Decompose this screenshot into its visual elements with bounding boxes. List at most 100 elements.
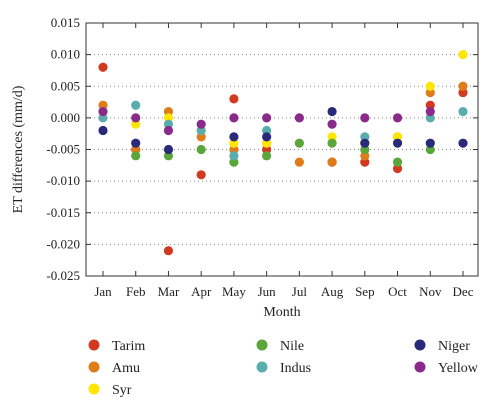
data-point-amu	[163, 106, 174, 117]
data-point-amu	[98, 100, 108, 110]
legend-swatch	[88, 383, 100, 395]
data-point-tarim	[98, 62, 108, 72]
data-point-syr	[327, 132, 337, 142]
data-point-nile	[327, 138, 337, 148]
data-point-niger	[131, 138, 141, 148]
legend-swatch	[256, 361, 268, 373]
x-tick-label: Jul	[292, 284, 308, 299]
data-point-amu	[294, 157, 304, 167]
data-point-tarim	[262, 144, 272, 155]
data-point-indus	[458, 106, 468, 117]
legend-item-nile: Nile	[256, 339, 304, 354]
data-point-indus	[196, 125, 206, 136]
data-point-yellow	[131, 113, 141, 123]
data-point-yellow	[327, 119, 337, 129]
data-point-tarim	[229, 94, 239, 104]
legend-label: Nile	[280, 339, 304, 354]
y-axis-title: ET differences (mm/d)	[11, 85, 26, 213]
legend-item-indus: Indus	[256, 361, 311, 376]
data-point-yellow	[425, 106, 435, 117]
x-tick-label: May	[222, 284, 246, 299]
data-point-indus	[163, 119, 174, 129]
legend-label: Tarim	[112, 339, 145, 354]
y-tick-label: -0.005	[46, 142, 80, 157]
y-tick-label: -0.015	[46, 205, 80, 220]
data-point-syr	[392, 132, 403, 142]
x-axis-title: Month	[263, 305, 300, 320]
data-point-yellow	[163, 125, 174, 136]
legend-item-syr: Syr	[88, 383, 132, 398]
data-point-amu	[229, 144, 239, 155]
legend-label: Syr	[112, 383, 132, 398]
data-point-syr	[229, 138, 239, 148]
data-point-tarim	[360, 157, 370, 167]
data-point-amu	[425, 87, 435, 98]
data-point-syr	[425, 81, 435, 91]
grid-lines	[86, 54, 478, 245]
data-point-niger	[425, 138, 435, 148]
data-point-amu	[327, 157, 337, 167]
data-point-indus	[425, 113, 435, 123]
data-point-amu	[458, 81, 468, 91]
data-point-niger	[392, 138, 403, 148]
x-tick-label: Dec	[453, 284, 474, 299]
x-axis-ticks: Jan Feb Mar Apr May Jun Jul Aug Sep Oct Nov Dec	[94, 23, 474, 299]
data-point-yellow	[229, 113, 239, 123]
legend: Tarim Amu Syr Nile Indus Niger Yellow	[88, 339, 479, 398]
legend-swatch	[414, 361, 426, 373]
data-point-niger	[98, 125, 108, 136]
data-point-tarim	[425, 100, 435, 110]
y-tick-label: 0.010	[51, 47, 80, 62]
data-point-nile	[262, 151, 272, 161]
x-tick-label: Apr	[191, 284, 212, 299]
legend-label: Niger	[438, 339, 470, 354]
data-point-nile	[131, 151, 141, 161]
data-point-syr	[131, 119, 141, 129]
data-point-nile	[425, 144, 435, 155]
y-tick-label: 0.000	[51, 110, 80, 125]
x-tick-label: Oct	[388, 284, 407, 299]
data-point-nile	[294, 138, 304, 148]
y-tick-label: -0.025	[46, 268, 80, 283]
y-tick-label: -0.020	[46, 236, 80, 251]
data-points	[98, 50, 468, 256]
data-point-niger	[262, 132, 272, 142]
legend-label: Yellow	[438, 361, 479, 376]
data-point-nile	[360, 144, 370, 155]
data-point-syr	[458, 50, 468, 60]
data-point-indus	[131, 100, 141, 110]
data-point-syr	[163, 113, 174, 123]
x-tick-label: Feb	[126, 284, 146, 299]
y-tick-label: 0.005	[51, 78, 80, 93]
legend-item-niger: Niger	[414, 339, 470, 354]
x-tick-label: Nov	[419, 284, 442, 299]
data-point-nile	[392, 157, 403, 167]
data-point-yellow	[294, 113, 304, 123]
data-point-yellow	[392, 113, 403, 123]
x-tick-label: Mar	[158, 284, 180, 299]
data-point-tarim	[392, 163, 403, 174]
data-point-tarim	[196, 170, 206, 180]
y-tick-label: -0.010	[46, 173, 80, 188]
legend-label: Indus	[280, 361, 311, 376]
data-point-yellow	[98, 106, 108, 117]
data-point-niger	[458, 138, 468, 148]
data-point-nile	[163, 151, 174, 161]
legend-swatch	[256, 339, 268, 351]
y-axis-ticks: 0.015 0.010 0.005 0.000 -0.005 -0.010 -0.015 -0…	[46, 15, 478, 283]
data-point-indus	[262, 125, 272, 136]
data-point-syr	[262, 138, 272, 148]
legend-item-yellow: Yellow	[414, 361, 479, 376]
data-point-indus	[229, 151, 239, 161]
data-point-niger	[229, 132, 239, 142]
x-tick-label: Sep	[355, 284, 375, 299]
legend-item-amu: Amu	[88, 361, 140, 376]
legend-swatch	[414, 339, 426, 351]
x-tick-label: Jan	[94, 284, 112, 299]
data-point-tarim	[458, 87, 468, 98]
data-point-nile	[196, 144, 206, 155]
legend-swatch	[88, 361, 100, 373]
data-point-yellow	[262, 113, 272, 123]
data-point-niger	[163, 144, 174, 155]
